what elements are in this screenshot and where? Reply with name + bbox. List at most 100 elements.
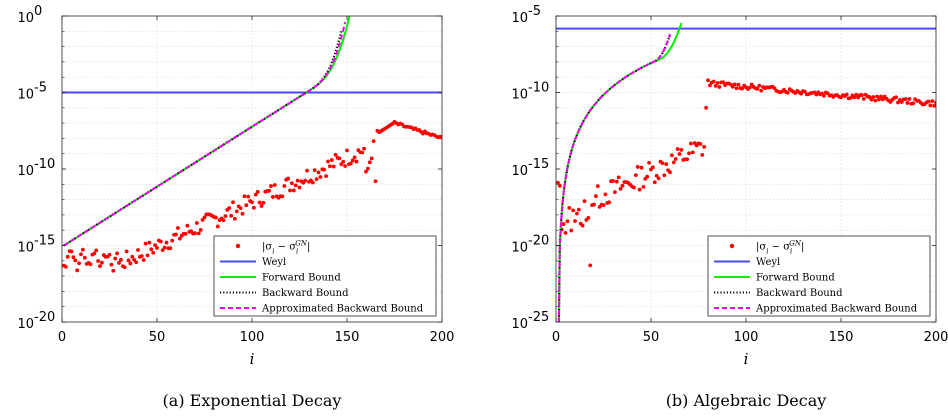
data-point: [111, 268, 116, 273]
data-point: [757, 83, 762, 88]
data-point: [126, 258, 131, 263]
data-point: [271, 195, 275, 199]
y-tick-exponent: -25: [528, 310, 549, 325]
data-point: [88, 262, 93, 267]
legend-label: Forward Bound: [756, 273, 835, 284]
data-point: [155, 246, 159, 250]
data-point: [614, 179, 619, 184]
data-point: [613, 190, 617, 195]
legend-label: Forward Bound: [262, 273, 341, 284]
data-point: [198, 228, 203, 232]
data-point: [324, 174, 328, 179]
data-point: [267, 188, 271, 193]
data-point: [348, 161, 353, 166]
data-point: [291, 188, 296, 193]
y-tick-label: 10: [17, 317, 34, 332]
data-point: [662, 173, 667, 178]
y-tick-label: 10: [17, 11, 34, 26]
data-point: [343, 164, 347, 168]
data-point: [293, 183, 298, 188]
data-point: [229, 213, 234, 218]
data-point: [557, 183, 562, 188]
data-point: [652, 180, 657, 185]
data-point: [312, 168, 317, 173]
data-point: [269, 184, 273, 188]
x-tick-label: 150: [829, 330, 854, 345]
data-point: [303, 178, 308, 183]
data-point: [639, 165, 644, 170]
data-point: [860, 93, 864, 97]
data-point: [71, 255, 76, 260]
y-tick-exponent: -10: [34, 157, 55, 172]
y-tick-label: 10: [511, 317, 528, 332]
data-point: [345, 148, 349, 153]
data-point: [242, 194, 247, 199]
data-point: [586, 215, 591, 220]
data-point: [153, 243, 158, 248]
data-point: [96, 259, 100, 263]
data-point: [677, 152, 682, 156]
x-tick-label: 50: [149, 330, 166, 345]
data-point: [601, 203, 606, 207]
data-point: [115, 251, 119, 256]
y-tick-label: 10: [17, 164, 34, 179]
data-point: [329, 158, 334, 162]
data-point: [711, 79, 716, 84]
data-point: [732, 82, 737, 87]
data-point: [869, 97, 874, 102]
data-point: [571, 208, 575, 213]
data-point: [704, 105, 708, 110]
x-tick-label: 0: [552, 330, 560, 345]
data-point: [569, 228, 574, 233]
data-point: [715, 81, 720, 85]
data-point: [177, 236, 182, 241]
data-point: [109, 262, 114, 267]
y-tick-exponent: -20: [34, 310, 55, 325]
data-point: [656, 176, 661, 181]
data-point: [576, 207, 581, 212]
data-point: [215, 224, 220, 229]
data-point: [257, 200, 262, 205]
legend-marker: [235, 243, 241, 249]
data-point: [717, 85, 722, 89]
data-point: [168, 246, 173, 251]
data-point: [328, 164, 332, 169]
data-point: [848, 96, 853, 100]
data-point: [822, 93, 826, 98]
data-point: [700, 153, 705, 157]
data-point: [280, 194, 285, 199]
data-point: [322, 167, 327, 172]
data-point: [635, 164, 640, 169]
data-point: [561, 222, 566, 227]
data-point: [79, 252, 83, 257]
data-point: [440, 135, 442, 140]
data-point: [238, 206, 243, 211]
data-point: [326, 159, 330, 164]
data-point: [73, 258, 78, 263]
data-point: [149, 247, 154, 252]
data-point: [170, 238, 175, 243]
data-point: [147, 240, 152, 245]
data-point: [928, 103, 933, 108]
data-point: [647, 160, 651, 165]
data-point: [259, 204, 264, 208]
data-point: [202, 215, 207, 220]
data-point: [689, 141, 693, 146]
data-point: [582, 199, 587, 204]
data-point: [145, 253, 150, 258]
data-point: [871, 95, 876, 99]
data-point: [905, 101, 910, 105]
data-point: [588, 263, 593, 268]
data-point: [926, 99, 931, 104]
x-tick-label: 100: [240, 330, 265, 345]
y-tick-exponent: -5: [528, 4, 541, 19]
data-point: [107, 252, 112, 257]
data-point: [185, 223, 190, 228]
data-point: [637, 187, 642, 192]
data-point: [698, 142, 703, 146]
data-point: [880, 97, 885, 102]
data-point: [261, 200, 266, 205]
data-point: [736, 82, 741, 87]
data-point: [143, 241, 148, 246]
data-point: [934, 100, 936, 105]
